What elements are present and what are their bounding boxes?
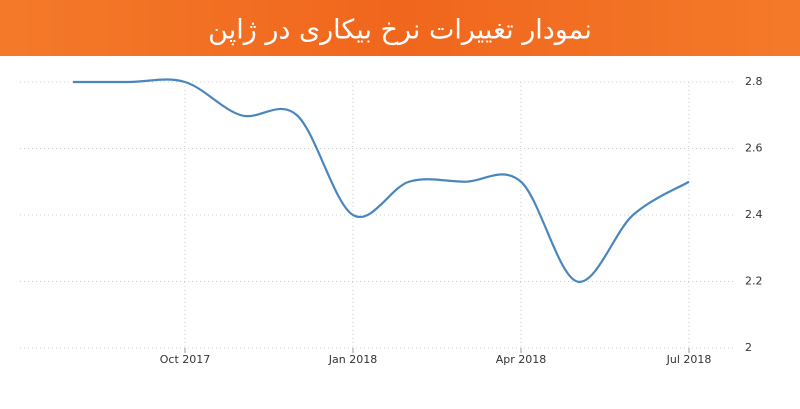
x-tick-label: Apr 2018: [496, 353, 547, 366]
line: [73, 78, 690, 283]
y-tick-label: 2.2: [745, 275, 763, 288]
y-tick-label: 2.8: [745, 75, 763, 88]
x-tick-label: Jul 2018: [666, 353, 712, 366]
y-tick-label: 2: [745, 341, 752, 354]
y-tick-label: 2.6: [745, 142, 763, 155]
header-band: [0, 0, 800, 56]
x-tick-label: Oct 2017: [160, 353, 211, 366]
chart-title: نمودار تغییرات نرخ بیکاری در ژاپن: [208, 15, 592, 46]
y-tick-label: 2.4: [745, 208, 763, 221]
x-tick-label: Jan 2018: [328, 353, 377, 366]
